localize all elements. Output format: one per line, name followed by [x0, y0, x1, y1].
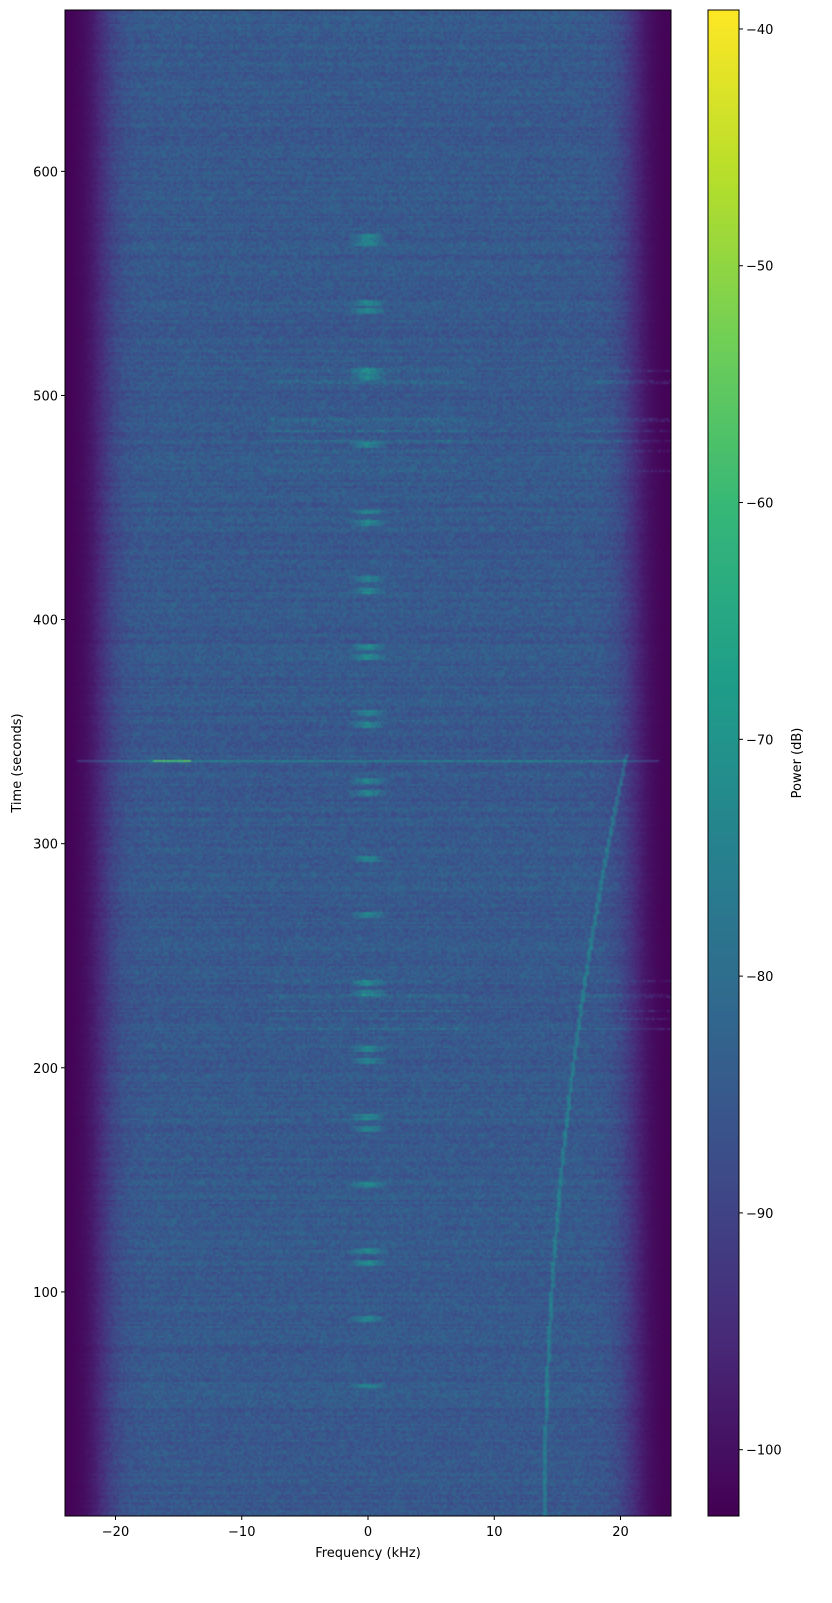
colorbar-tick-label: −40	[746, 23, 773, 38]
x-tick-label: 20	[612, 1525, 629, 1540]
y-tick-label: 200	[33, 1062, 58, 1077]
plot-frame	[64, 9, 672, 1517]
y-tick-label: 500	[33, 389, 58, 404]
y-tick-label: 400	[33, 614, 58, 629]
y-tick-label: 100	[33, 1286, 58, 1301]
x-tick-label: −20	[102, 1525, 129, 1540]
colorbar-tick-label: −60	[746, 497, 773, 512]
x-tick-label: 10	[486, 1525, 503, 1540]
spectrogram-image	[65, 10, 671, 1516]
y-axis-label: Time (seconds)	[10, 713, 25, 813]
y-tick-label: 600	[33, 165, 58, 180]
x-axis-label: Frequency (kHz)	[315, 1546, 421, 1561]
colorbar-tick-label: −50	[746, 260, 773, 275]
y-tick-label: 300	[33, 838, 58, 853]
colorbar-tick-label: −90	[746, 1207, 773, 1222]
colorbar-tick-label: −100	[746, 1444, 782, 1459]
colorbar-tick-label: −80	[746, 970, 773, 985]
colorbar-gradient	[708, 10, 739, 1516]
x-tick-label: 0	[364, 1525, 372, 1540]
colorbar-frame	[707, 9, 740, 1517]
x-tick-label: −10	[228, 1525, 255, 1540]
colorbar-tick-label: −70	[746, 733, 773, 748]
colorbar-label: Power (dB)	[790, 728, 805, 799]
